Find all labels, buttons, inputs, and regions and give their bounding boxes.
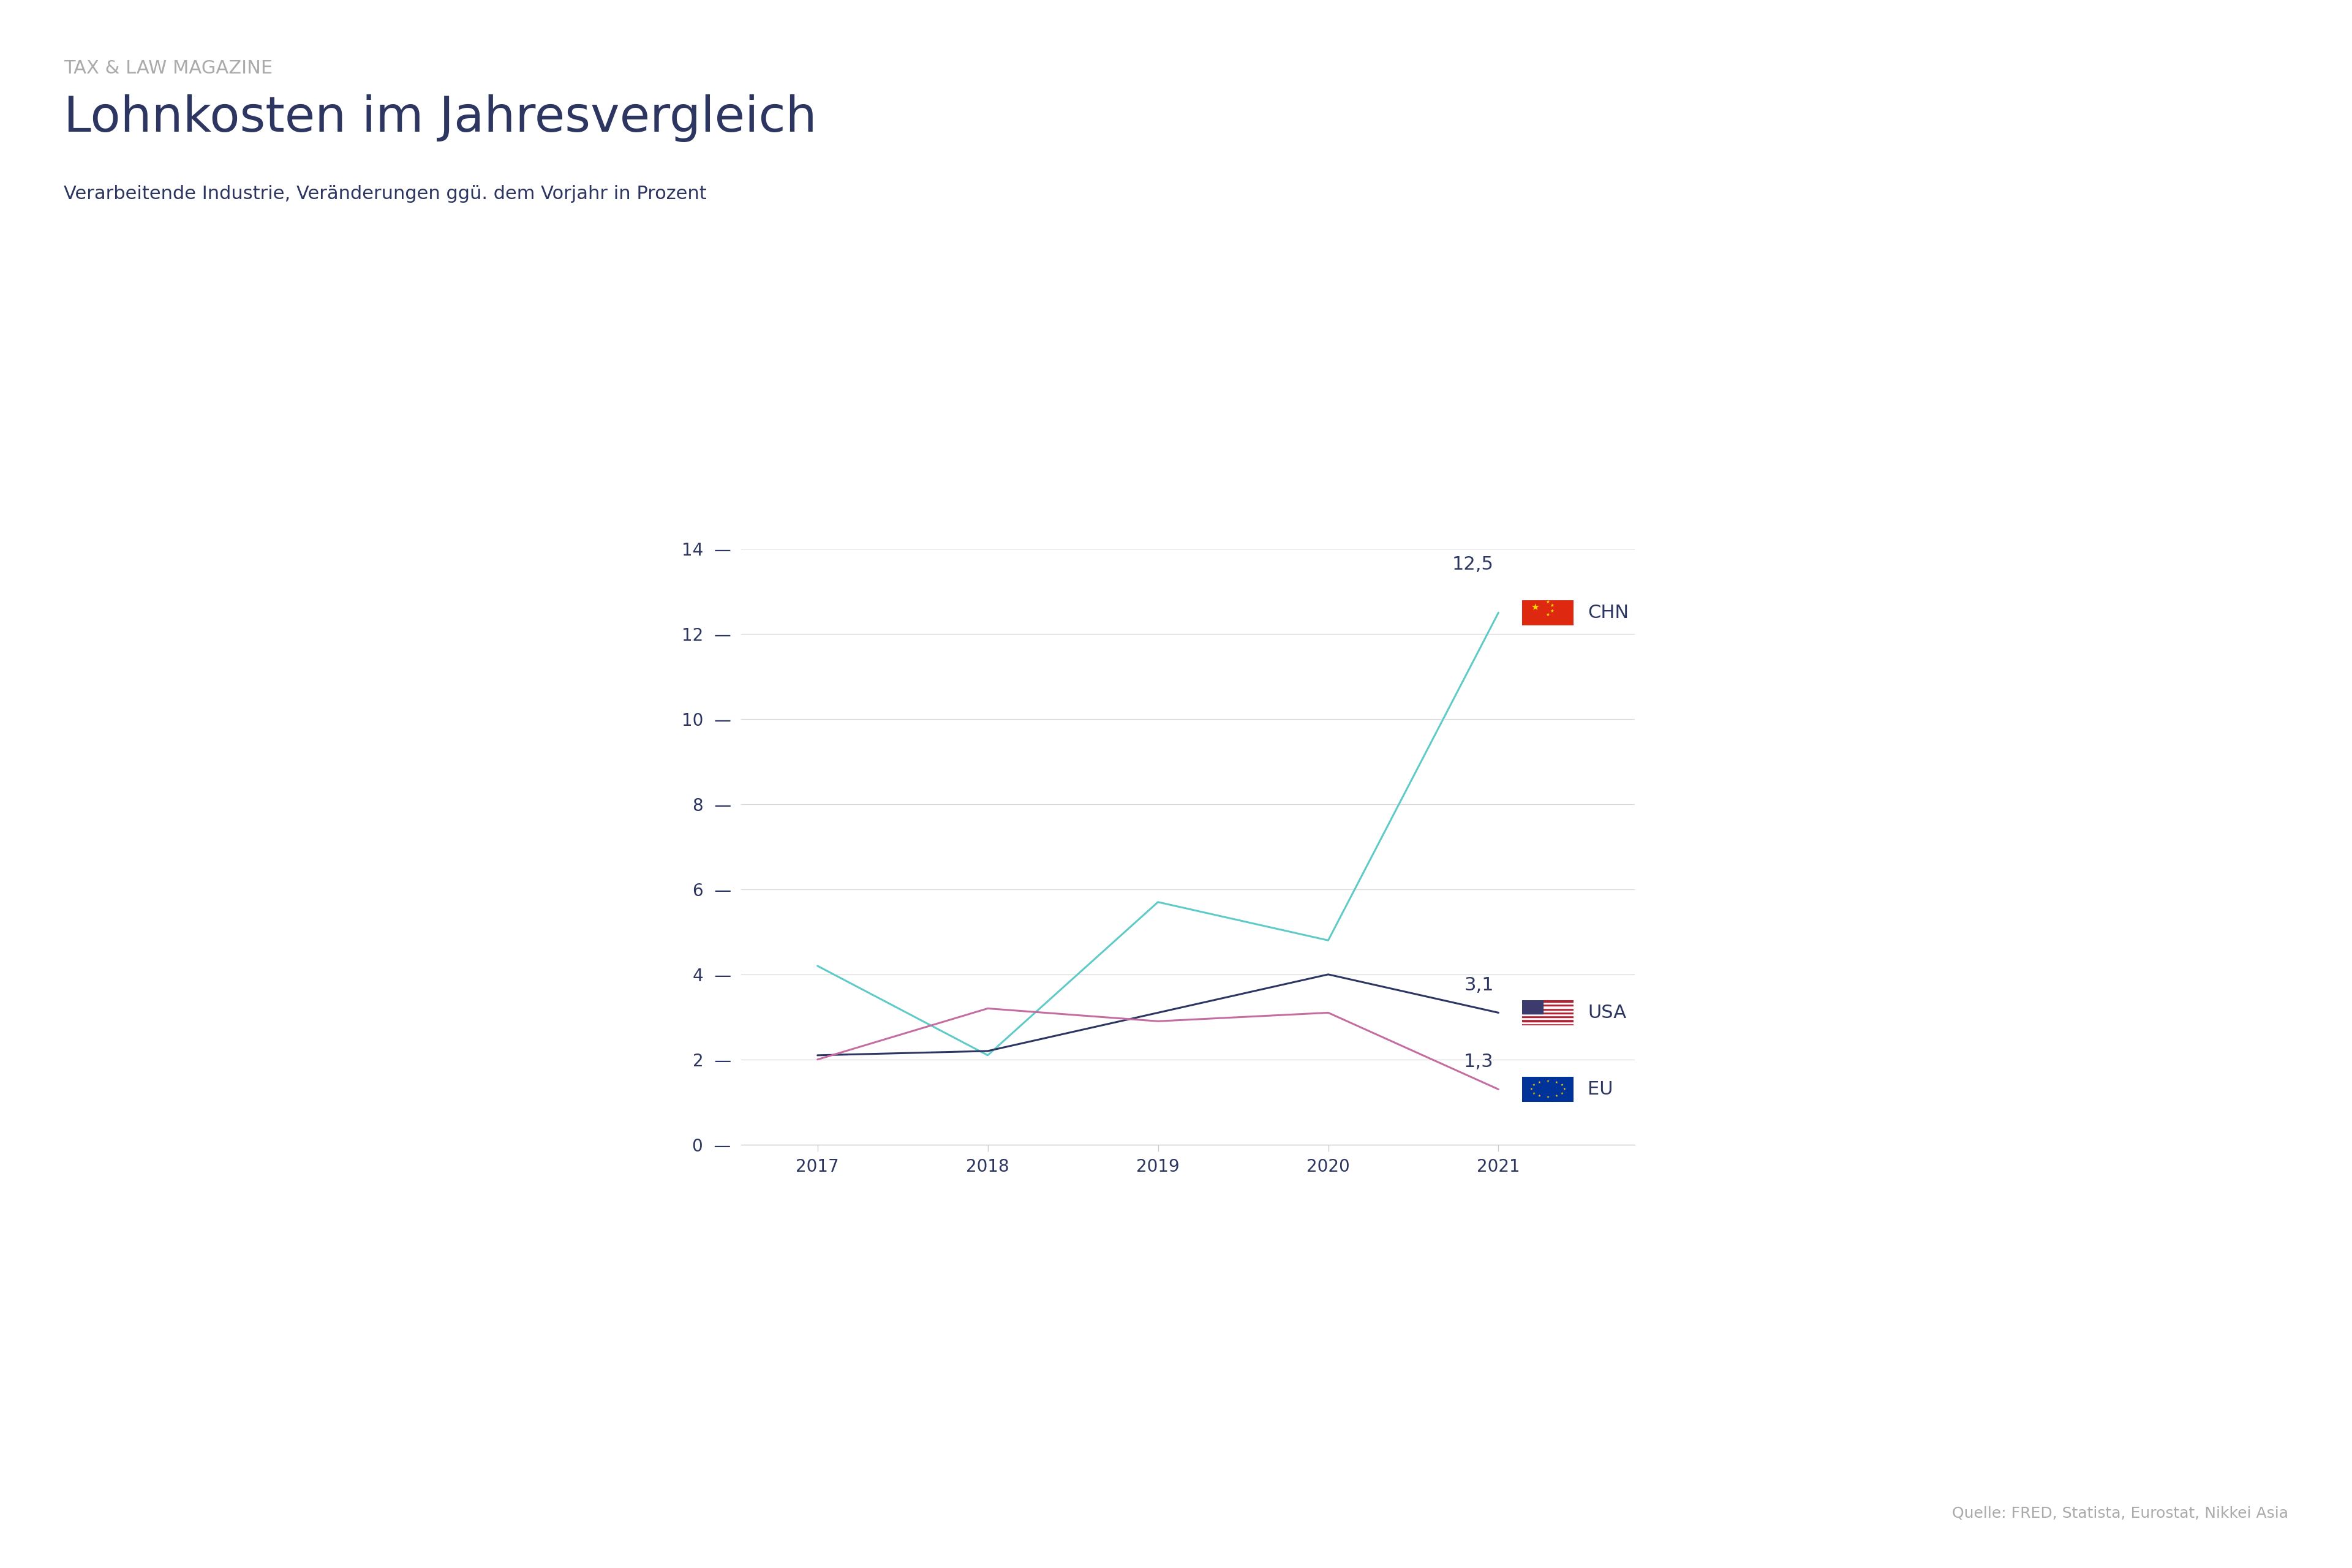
Text: ★: ★ xyxy=(1555,1094,1557,1098)
Text: Quelle: FRED, Statista, Eurostat, Nikkei Asia: Quelle: FRED, Statista, Eurostat, Nikkei… xyxy=(1952,1507,2288,1521)
Text: ★: ★ xyxy=(1529,1088,1534,1091)
Text: CHN: CHN xyxy=(1588,604,1630,621)
Text: ★: ★ xyxy=(1545,599,1550,605)
Bar xyxy=(1522,1018,1573,1019)
Bar xyxy=(1522,1008,1573,1010)
Text: ★: ★ xyxy=(1555,1080,1557,1083)
Text: ★: ★ xyxy=(1531,602,1538,612)
Text: ★: ★ xyxy=(1538,1094,1541,1098)
Bar xyxy=(1522,1013,1573,1016)
Text: ★: ★ xyxy=(1562,1091,1564,1094)
Bar xyxy=(1522,1019,1573,1021)
Bar xyxy=(1522,1016,1573,1018)
Text: Verarbeitende Industrie, Veränderungen ggü. dem Vorjahr in Prozent: Verarbeitende Industrie, Veränderungen g… xyxy=(64,185,706,202)
Text: ★: ★ xyxy=(1550,608,1555,613)
Text: ★: ★ xyxy=(1545,1096,1550,1099)
Text: ★: ★ xyxy=(1564,1088,1566,1091)
Text: 12,5: 12,5 xyxy=(1451,555,1494,574)
Bar xyxy=(1522,1000,1573,1002)
Bar xyxy=(1522,1000,1543,1013)
Text: ★: ★ xyxy=(1562,1083,1564,1087)
Text: EU: EU xyxy=(1588,1080,1613,1098)
Text: ★: ★ xyxy=(1545,612,1550,618)
Bar xyxy=(1522,1004,1573,1007)
Text: TAX & LAW MAGAZINE: TAX & LAW MAGAZINE xyxy=(64,60,273,77)
Bar xyxy=(1522,1007,1573,1008)
Text: ★: ★ xyxy=(1538,1080,1541,1083)
Text: Lohnkosten im Jahresvergleich: Lohnkosten im Jahresvergleich xyxy=(64,94,816,141)
Bar xyxy=(1522,1021,1573,1024)
Text: 1,3: 1,3 xyxy=(1463,1052,1494,1071)
Text: ★: ★ xyxy=(1545,1080,1550,1083)
Text: ★: ★ xyxy=(1550,604,1555,608)
Bar xyxy=(1522,1011,1573,1013)
Text: 3,1: 3,1 xyxy=(1463,977,1494,994)
Text: ★: ★ xyxy=(1531,1091,1536,1094)
Bar xyxy=(1522,1024,1573,1025)
Bar xyxy=(1522,1002,1573,1004)
Text: ★: ★ xyxy=(1531,1083,1536,1087)
Text: USA: USA xyxy=(1588,1004,1628,1022)
Bar xyxy=(1522,1010,1573,1011)
